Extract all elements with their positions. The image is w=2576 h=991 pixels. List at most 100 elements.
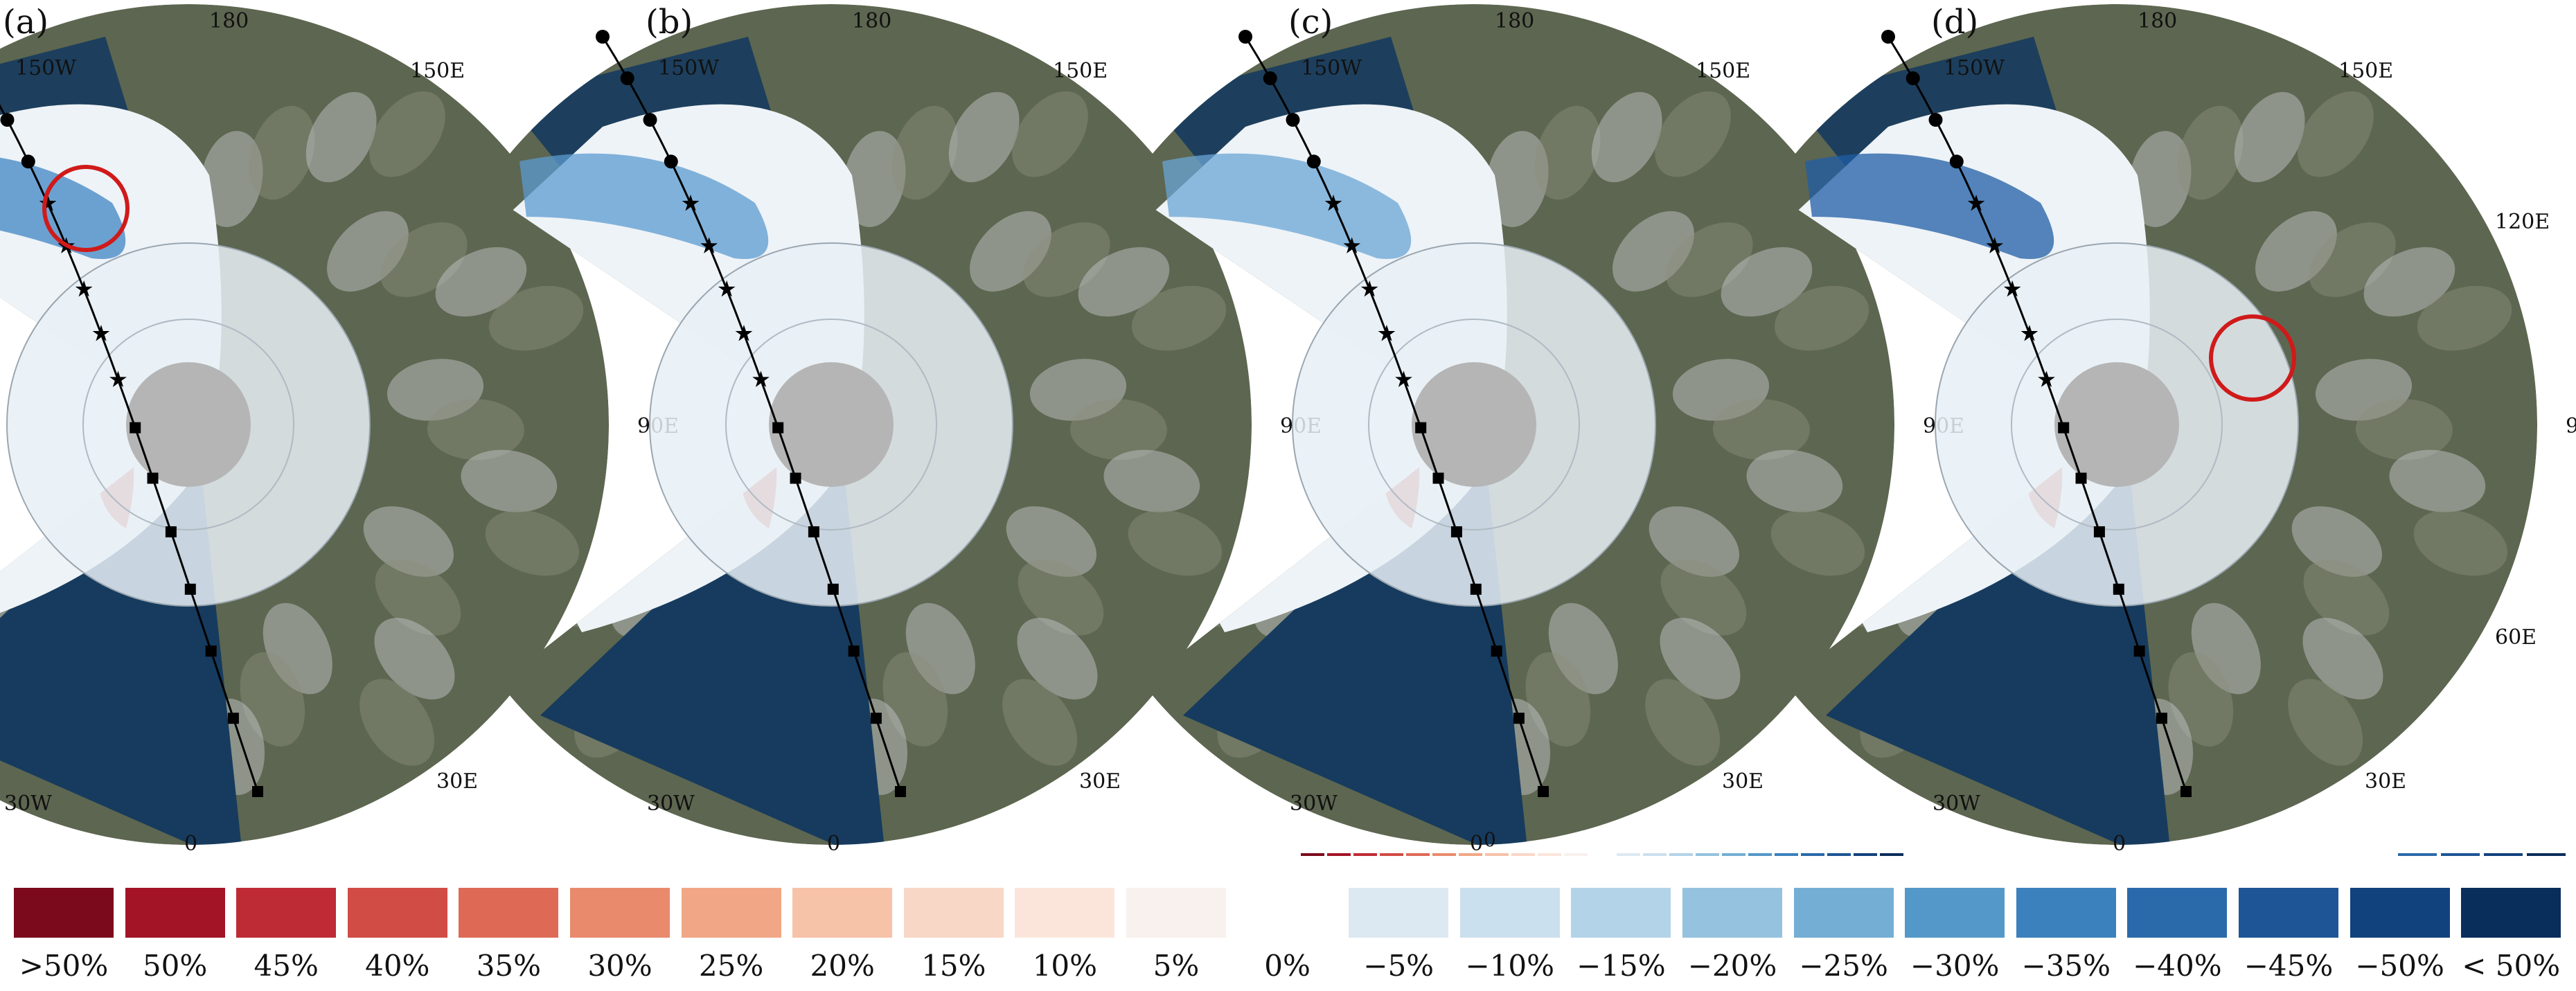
longitude-label: 150W: [1944, 56, 2005, 80]
panel-label: (a): [3, 3, 48, 42]
legend-swatch: [1905, 888, 2005, 938]
track-marker: [227, 713, 239, 724]
legend-swatch: [1015, 888, 1115, 938]
pole-hole: [1412, 362, 1536, 487]
longitude-label: 30W: [1933, 792, 1980, 816]
ship-track-line: [601, 36, 902, 792]
mini-colorbar-swatch: [2441, 853, 2480, 856]
track-marker: [1538, 786, 1549, 797]
legend-swatch: [1682, 888, 1782, 938]
legend-swatch: [570, 888, 670, 938]
track-marker: [1949, 154, 1964, 169]
track-marker: [1343, 237, 1361, 253]
track-marker: [21, 154, 35, 169]
legend-label: −15%: [1576, 949, 1666, 983]
mini-colorbar-swatch: [1827, 853, 1851, 856]
negative-anomaly-patch: [1162, 153, 1412, 259]
mini-colorbar-swatch: [1801, 853, 1824, 856]
negative-anomaly-patch: [1805, 153, 2054, 259]
track-marker: [682, 194, 700, 211]
track-marker: [1450, 526, 1462, 537]
longitude-label: 180: [2138, 9, 2177, 33]
legend-label: 10%: [1032, 949, 1098, 983]
track-marker: [664, 154, 678, 169]
track-marker: [2038, 370, 2055, 387]
legend-swatch: [1349, 888, 1449, 938]
track-marker: [772, 422, 784, 434]
track-marker: [1513, 713, 1525, 724]
track-marker: [1395, 370, 1412, 387]
longitude-label: 0: [827, 832, 840, 856]
longitude-label: 30E: [2365, 769, 2406, 794]
mini-colorbar-swatch: [1432, 853, 1456, 856]
ship-track-line: [0, 104, 259, 792]
mini-colorbar-swatch: [2484, 853, 2523, 856]
longitude-label: 30W: [1290, 792, 1338, 816]
longitude-label: 150E: [2338, 59, 2393, 83]
panel-label: (b): [646, 3, 693, 42]
longitude-label: 30W: [647, 792, 695, 816]
legend-label: −30%: [1910, 949, 2000, 983]
track-marker: [2156, 713, 2167, 724]
track-marker: [2133, 645, 2145, 657]
legend-swatch: [459, 888, 559, 938]
track-marker: [130, 422, 141, 434]
mini-colorbar-swatch: [1722, 853, 1746, 856]
legend-swatch: [2461, 888, 2561, 938]
longitude-label: 150W: [658, 56, 719, 80]
legend-label: −25%: [1799, 949, 1888, 983]
legend-label: −10%: [1465, 949, 1555, 983]
negative-anomaly-patch: [519, 153, 769, 259]
mini-colorbar-swatch: [1485, 853, 1509, 856]
track-marker: [790, 472, 801, 484]
longitude-label: 90E: [2566, 414, 2576, 438]
longitude-label: 150E: [1696, 59, 1750, 83]
track-marker: [1378, 325, 1396, 341]
track-marker: [827, 583, 839, 595]
panel-label: (d): [1931, 3, 1978, 42]
track-marker: [1928, 113, 1943, 127]
legend-swatch: [236, 888, 337, 938]
mini-colorbar-swatch: [1617, 853, 1640, 856]
track-marker: [2093, 526, 2105, 537]
track-marker: [2180, 786, 2192, 797]
legend-label: −45%: [2244, 949, 2334, 983]
track-marker: [1238, 30, 1252, 44]
longitude-label: 150W: [15, 56, 76, 80]
mini-colorbar-swatch: [2398, 853, 2437, 856]
legend-label: 15%: [921, 949, 986, 983]
mini-colorbar-swatch: [1748, 853, 1772, 856]
legend-label: −5%: [1363, 949, 1434, 983]
track-marker: [1360, 280, 1378, 297]
legend-swatch: [2127, 888, 2228, 938]
longitude-label: 60E: [2495, 625, 2537, 650]
track-marker: [2058, 422, 2070, 434]
legend-label: 30%: [587, 949, 652, 983]
track-marker: [2020, 325, 2038, 341]
mini-colorbar: 0: [1301, 828, 2566, 856]
longitude-label: 0: [2113, 832, 2126, 856]
track-marker: [92, 325, 110, 341]
track-marker: [39, 194, 57, 211]
highlight-circle: [2209, 314, 2296, 402]
pole-hole: [126, 362, 251, 487]
track-marker: [2003, 280, 2021, 297]
legend-label: −40%: [2133, 949, 2222, 983]
track-marker: [2113, 583, 2124, 595]
mini-colorbar-swatch: [1643, 853, 1667, 856]
highlight-circle: [42, 165, 130, 252]
longitude-label: 30W: [4, 792, 52, 816]
track-marker: [718, 280, 736, 297]
ship-track-line: [1244, 36, 1545, 792]
mini-colorbar-swatch: [1353, 853, 1377, 856]
track-marker: [1986, 237, 2004, 253]
track-marker: [109, 370, 127, 387]
legend-swatch: [1571, 888, 1671, 938]
track-marker: [184, 583, 196, 595]
track-marker: [643, 113, 657, 127]
longitude-label: 180: [209, 9, 249, 33]
legend-swatch: [1793, 888, 1894, 938]
panel-label: (c): [1288, 3, 1333, 42]
legend-label: 50%: [142, 949, 208, 983]
track-marker: [1491, 645, 1502, 657]
